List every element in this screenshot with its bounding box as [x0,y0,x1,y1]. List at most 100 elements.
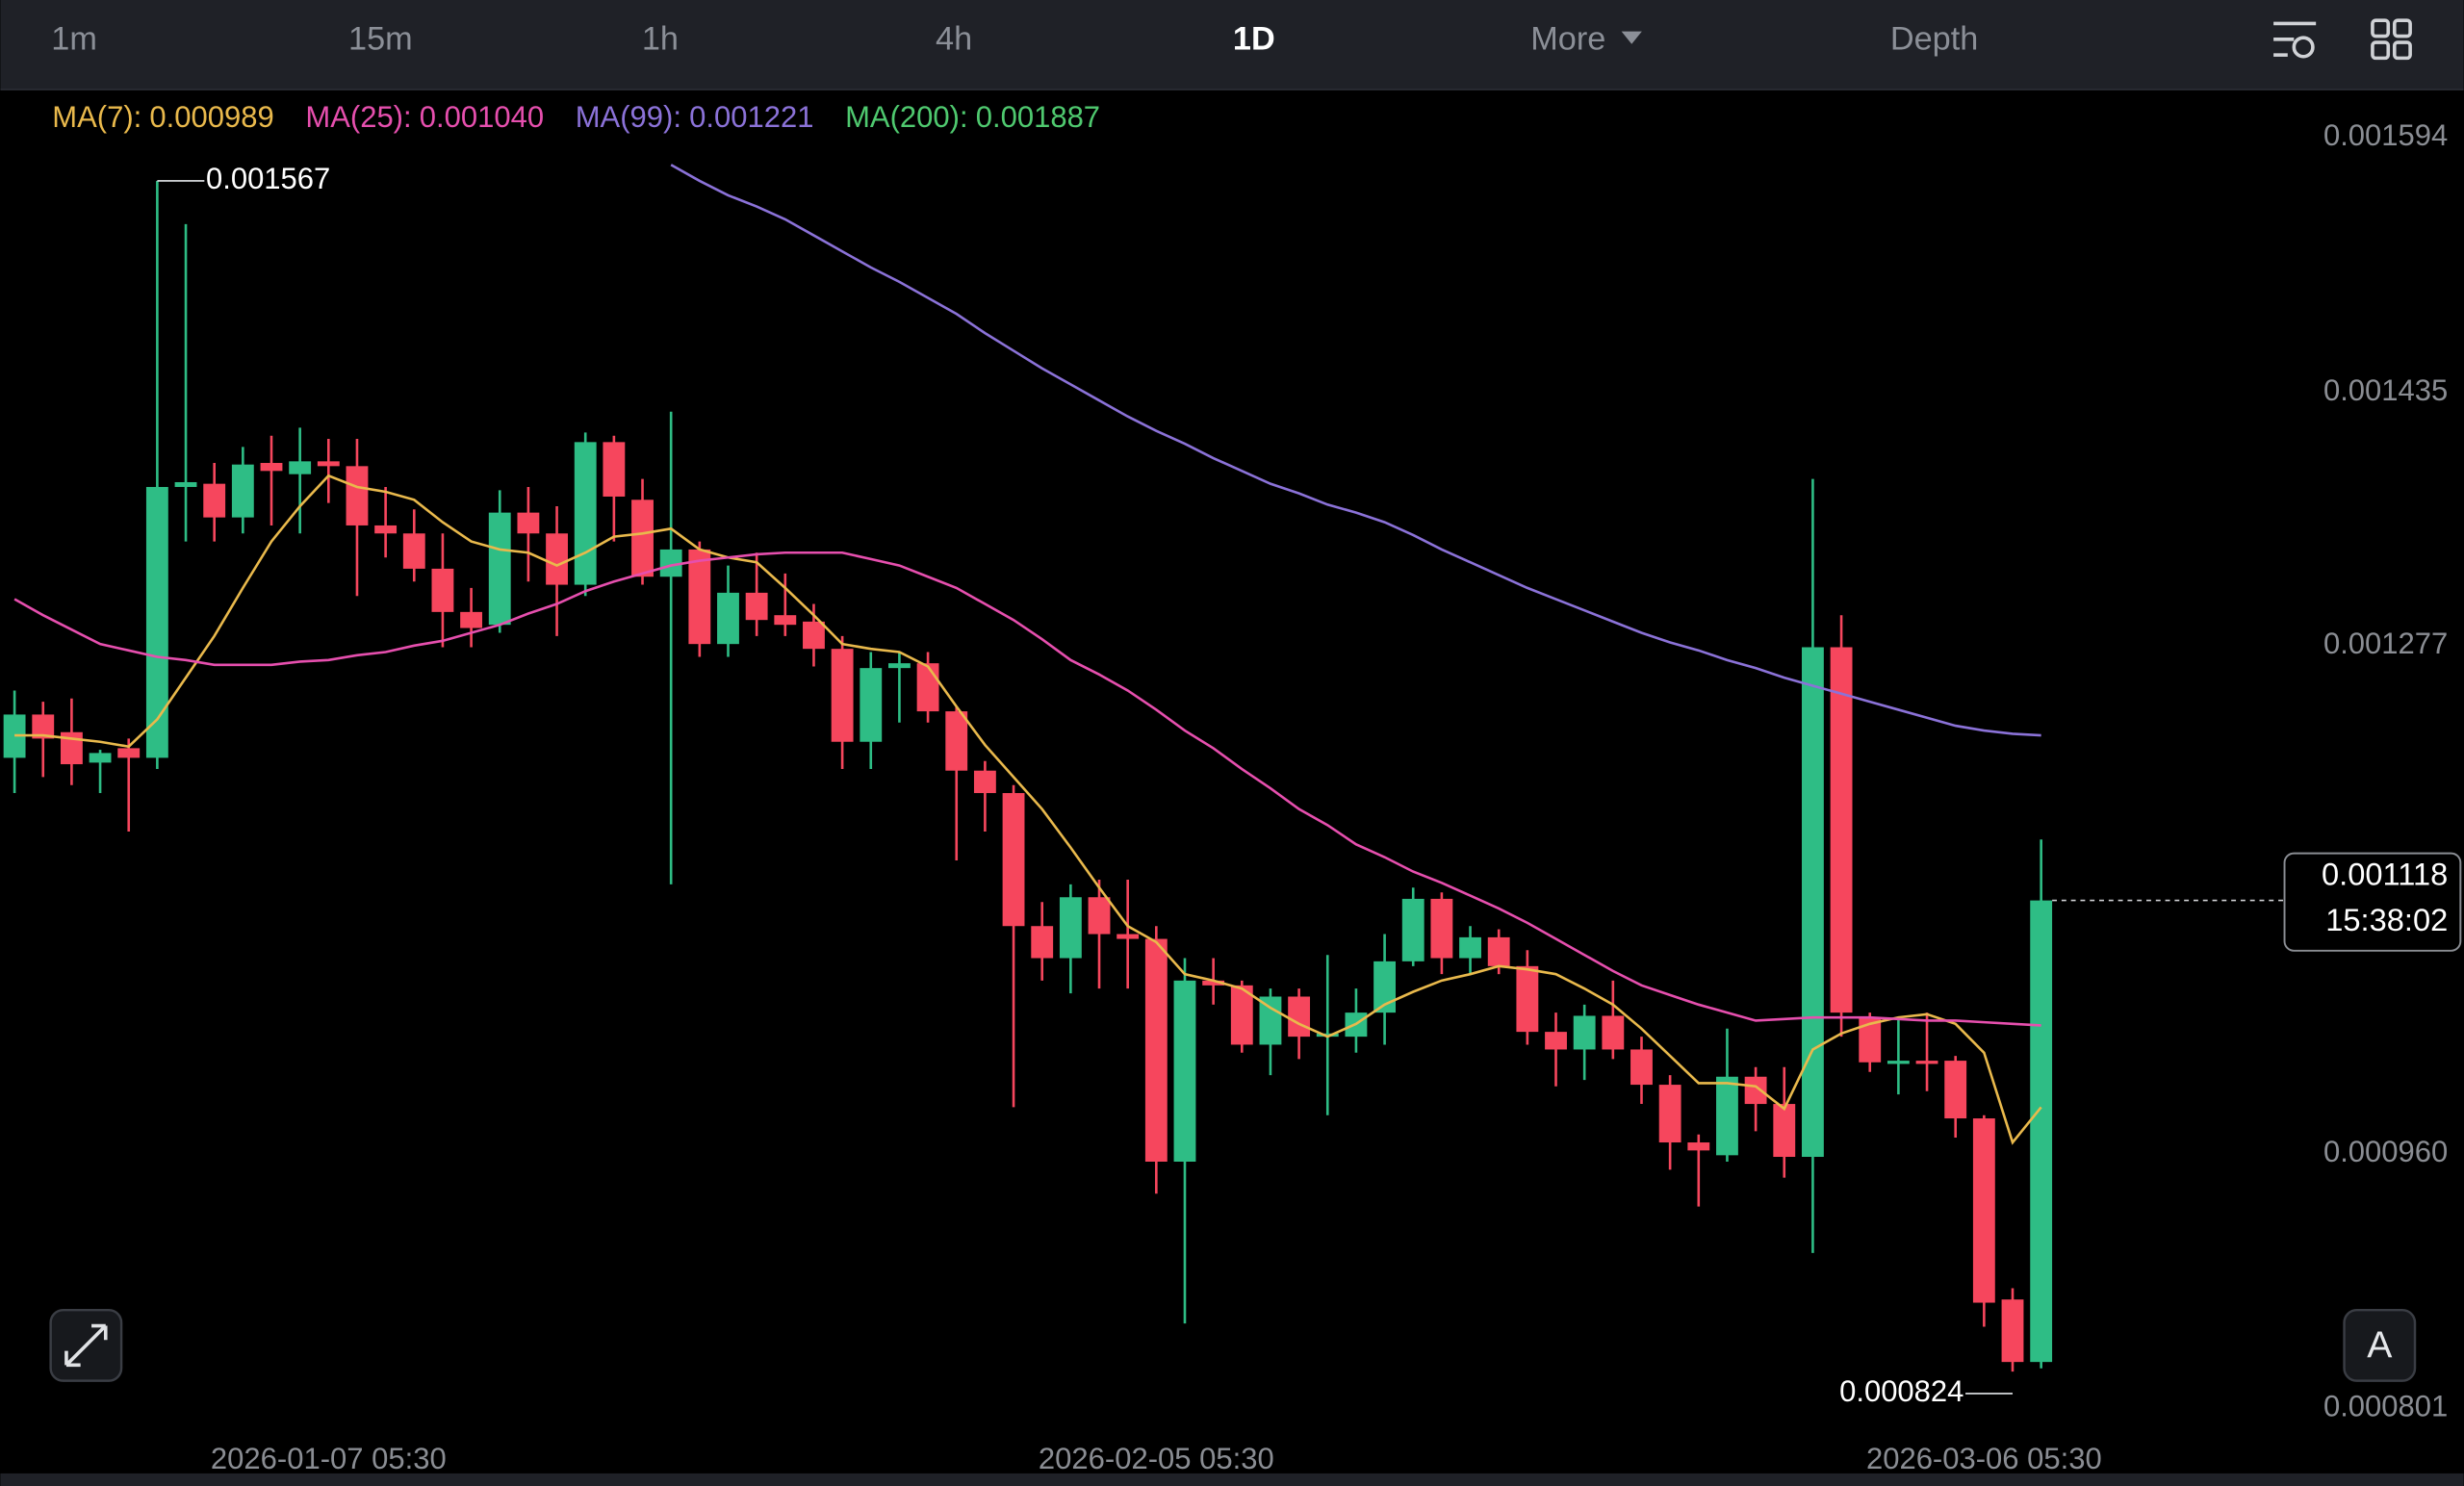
candle-body [1031,926,1054,959]
candle-body [1687,1142,1710,1151]
candle-body [945,711,968,771]
candle-body [1944,1061,1967,1119]
icon-cell [2392,40,2412,61]
ma-line [670,164,2041,737]
candle-body [1430,898,1453,959]
candle-body [260,463,283,472]
legend-value: 0.001040 [420,100,544,134]
icon-cell [2371,40,2391,61]
interval-tab[interactable]: 15m [348,20,413,57]
candle-body [1658,1085,1681,1143]
button-frame [2343,1308,2417,1382]
legend-label: MA(99): [576,100,681,134]
candle-body [1716,1076,1738,1156]
candle-body [774,615,797,626]
candle-body [831,649,854,742]
candle-body [2030,900,2053,1363]
candle-body [688,549,711,645]
candle-body [888,663,911,669]
candle-body [860,668,883,742]
candle-body [231,464,254,518]
candle-body [431,568,454,612]
last-price-label: 0.001118 [2322,857,2448,892]
candle-body [1630,1049,1653,1086]
candle-body [745,592,768,621]
expand-button[interactable] [49,1308,123,1382]
plot-area: 0.001594 0.001435 0.001277 0.000960 0.000801… [3,100,2462,1475]
high-label: 0.001567 [206,162,330,195]
last-price-box [2283,852,2462,952]
candle-body [174,481,197,487]
candle-body [1288,996,1311,1038]
legend-value: 0.000989 [149,100,273,134]
candle-body [546,533,568,585]
candle-body [402,533,425,569]
candle-body [973,770,996,794]
candle-body [32,714,55,739]
y-tick-label: 0.001594 [2323,118,2448,152]
candle-body [1801,647,1824,1158]
candle-body [1202,980,1225,986]
expand-icon [64,1323,108,1368]
candle-body [1116,934,1140,939]
candle-body [1915,1061,1938,1064]
candle-body [1545,1032,1567,1050]
candle-body [346,466,369,525]
candle-body [1002,793,1025,927]
candle-body [2001,1299,2024,1363]
interval-tabs: 1m 15m 1h 4h 1D More Depth [51,20,1978,57]
candle-body [460,611,483,628]
settings-icon[interactable] [2273,21,2317,59]
toolbar [0,0,2464,90]
legend-label: MA(200): [845,100,967,134]
interval-tab[interactable]: 1m [51,20,97,57]
candle-body [89,753,112,763]
candle-body [603,442,626,497]
candle-body [1459,936,1481,959]
candle-body [574,442,597,585]
interval-tab[interactable]: Depth [1890,20,1978,57]
x-tick-label: 2026-01-07 05:30 [211,1442,447,1475]
candle-body [488,512,511,626]
candle-body [803,621,825,650]
candle-body [1744,1076,1767,1105]
x-tick-label: 2026-03-06 05:30 [1866,1442,2102,1475]
candle-body [916,663,939,712]
candle-body [1886,1061,1910,1064]
candle-body [631,500,654,577]
candle-body [659,549,682,577]
candle-body [374,525,398,534]
layout-icon[interactable] [2371,18,2412,61]
y-tick-label: 0.000801 [2323,1390,2448,1423]
candle-body [1259,996,1282,1045]
candle-body [1773,1104,1796,1158]
candle-body [1144,938,1168,1163]
y-tick-label: 0.001435 [2323,373,2448,407]
x-tick-label: 2026-02-05 05:30 [1039,1442,1274,1475]
auto-button[interactable]: A [2343,1308,2417,1382]
interval-tab[interactable]: 1D [1233,20,1275,57]
candle-body [1230,985,1253,1045]
auto-label: A [2367,1325,2393,1367]
icon-cell [2392,18,2412,38]
low-label: 0.000824 [1839,1374,1964,1408]
ma-line [13,551,2041,1027]
legend-value: 0.001887 [976,100,1100,134]
interval-tab[interactable]: More [1530,20,1605,57]
candle-body [117,748,141,758]
interval-tab[interactable]: 4h [936,20,972,57]
legend-value: 0.001221 [689,100,813,134]
bottom-bar [0,1473,2464,1486]
interval-tab[interactable]: 1h [642,20,679,57]
candle-body [1373,961,1397,1013]
candle-body [203,483,226,518]
candle-body [1602,1015,1625,1050]
candle-body [1059,897,1082,959]
candle-body [517,512,540,534]
legend-label: MA(25): [305,100,411,134]
candle-body [717,592,739,645]
candle-body [1401,898,1424,961]
countdown-label: 15:38:02 [2325,902,2448,937]
